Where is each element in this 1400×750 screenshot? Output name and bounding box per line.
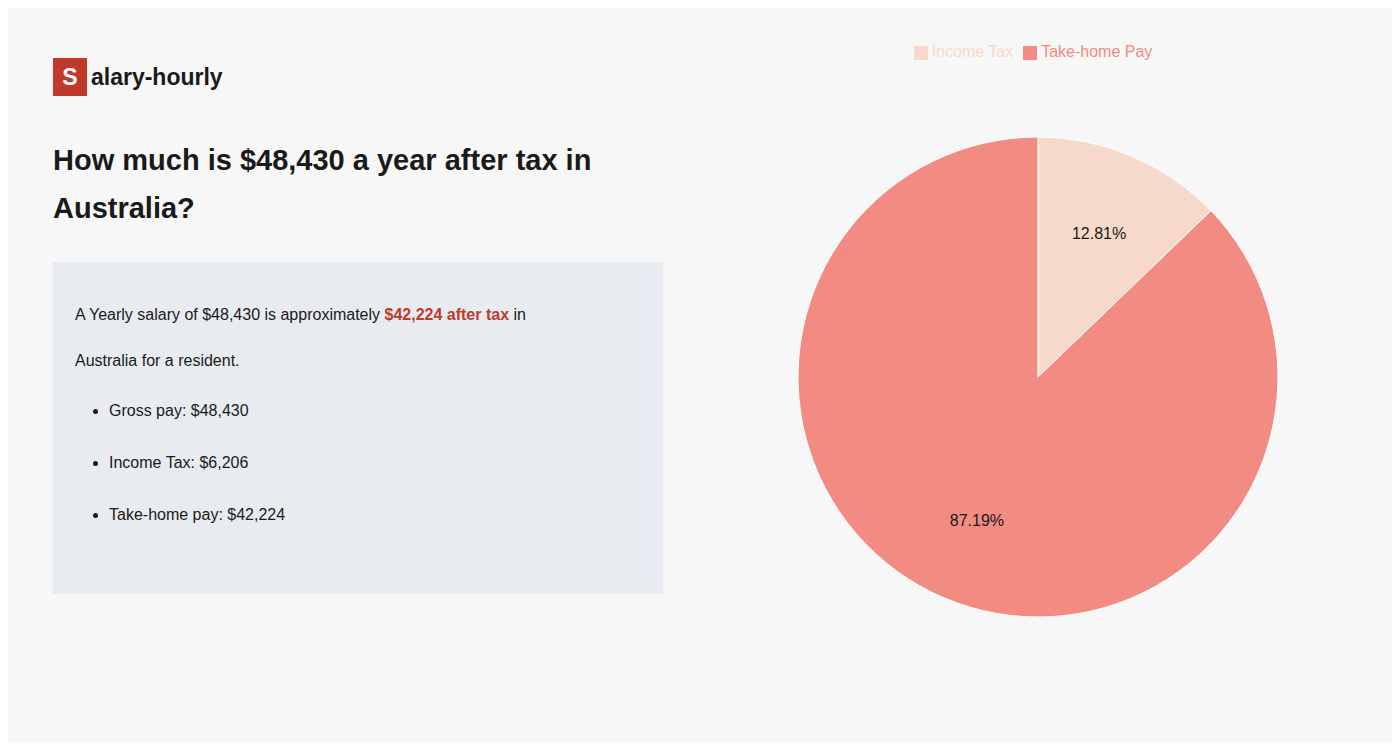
html-text:alary-hourly: alary-hourly xyxy=(91,63,223,90)
svg-text:12.81%: 12.81% xyxy=(1072,225,1126,242)
svg-text:87.19%: 87.19% xyxy=(950,512,1004,529)
html-text:Income Tax: $6,206: Income Tax: $6,206 xyxy=(109,454,249,471)
html-text:How much is $48,430 a year aft: How much is $48,430 a year after tax in … xyxy=(53,144,592,224)
html-text:A Yearly salary of $48,430 is: A Yearly salary of $48,430 is approximat… xyxy=(75,306,526,323)
html-text:Australia for a resident.: Australia for a resident. xyxy=(75,352,240,369)
html-text:Income Tax: Income Tax xyxy=(931,43,1014,60)
html-text:Take-home pay: $42,224: Take-home pay: $42,224 xyxy=(109,506,286,523)
html-text:Take-home Pay: Take-home Pay xyxy=(1041,43,1153,60)
html-text:S: S xyxy=(62,63,78,90)
html-text:Gross pay: $48,430: Gross pay: $48,430 xyxy=(109,402,249,419)
